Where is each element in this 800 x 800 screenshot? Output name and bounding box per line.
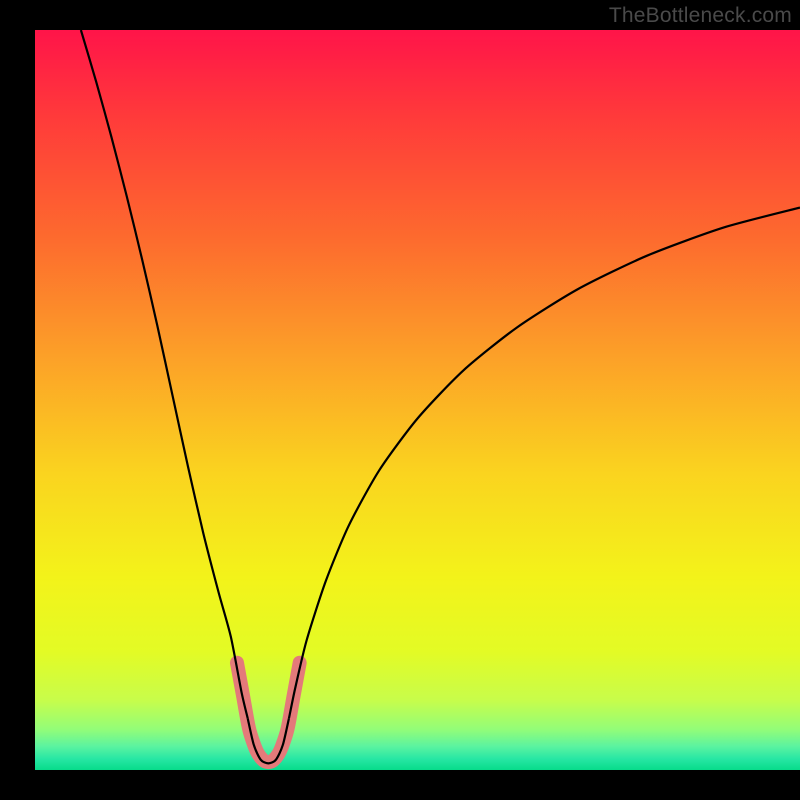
plot-svg <box>35 30 800 770</box>
plot-area <box>35 30 800 770</box>
watermark-text: TheBottleneck.com <box>609 4 792 28</box>
chart-stage: TheBottleneck.com <box>0 0 800 800</box>
gradient-background <box>35 30 800 770</box>
